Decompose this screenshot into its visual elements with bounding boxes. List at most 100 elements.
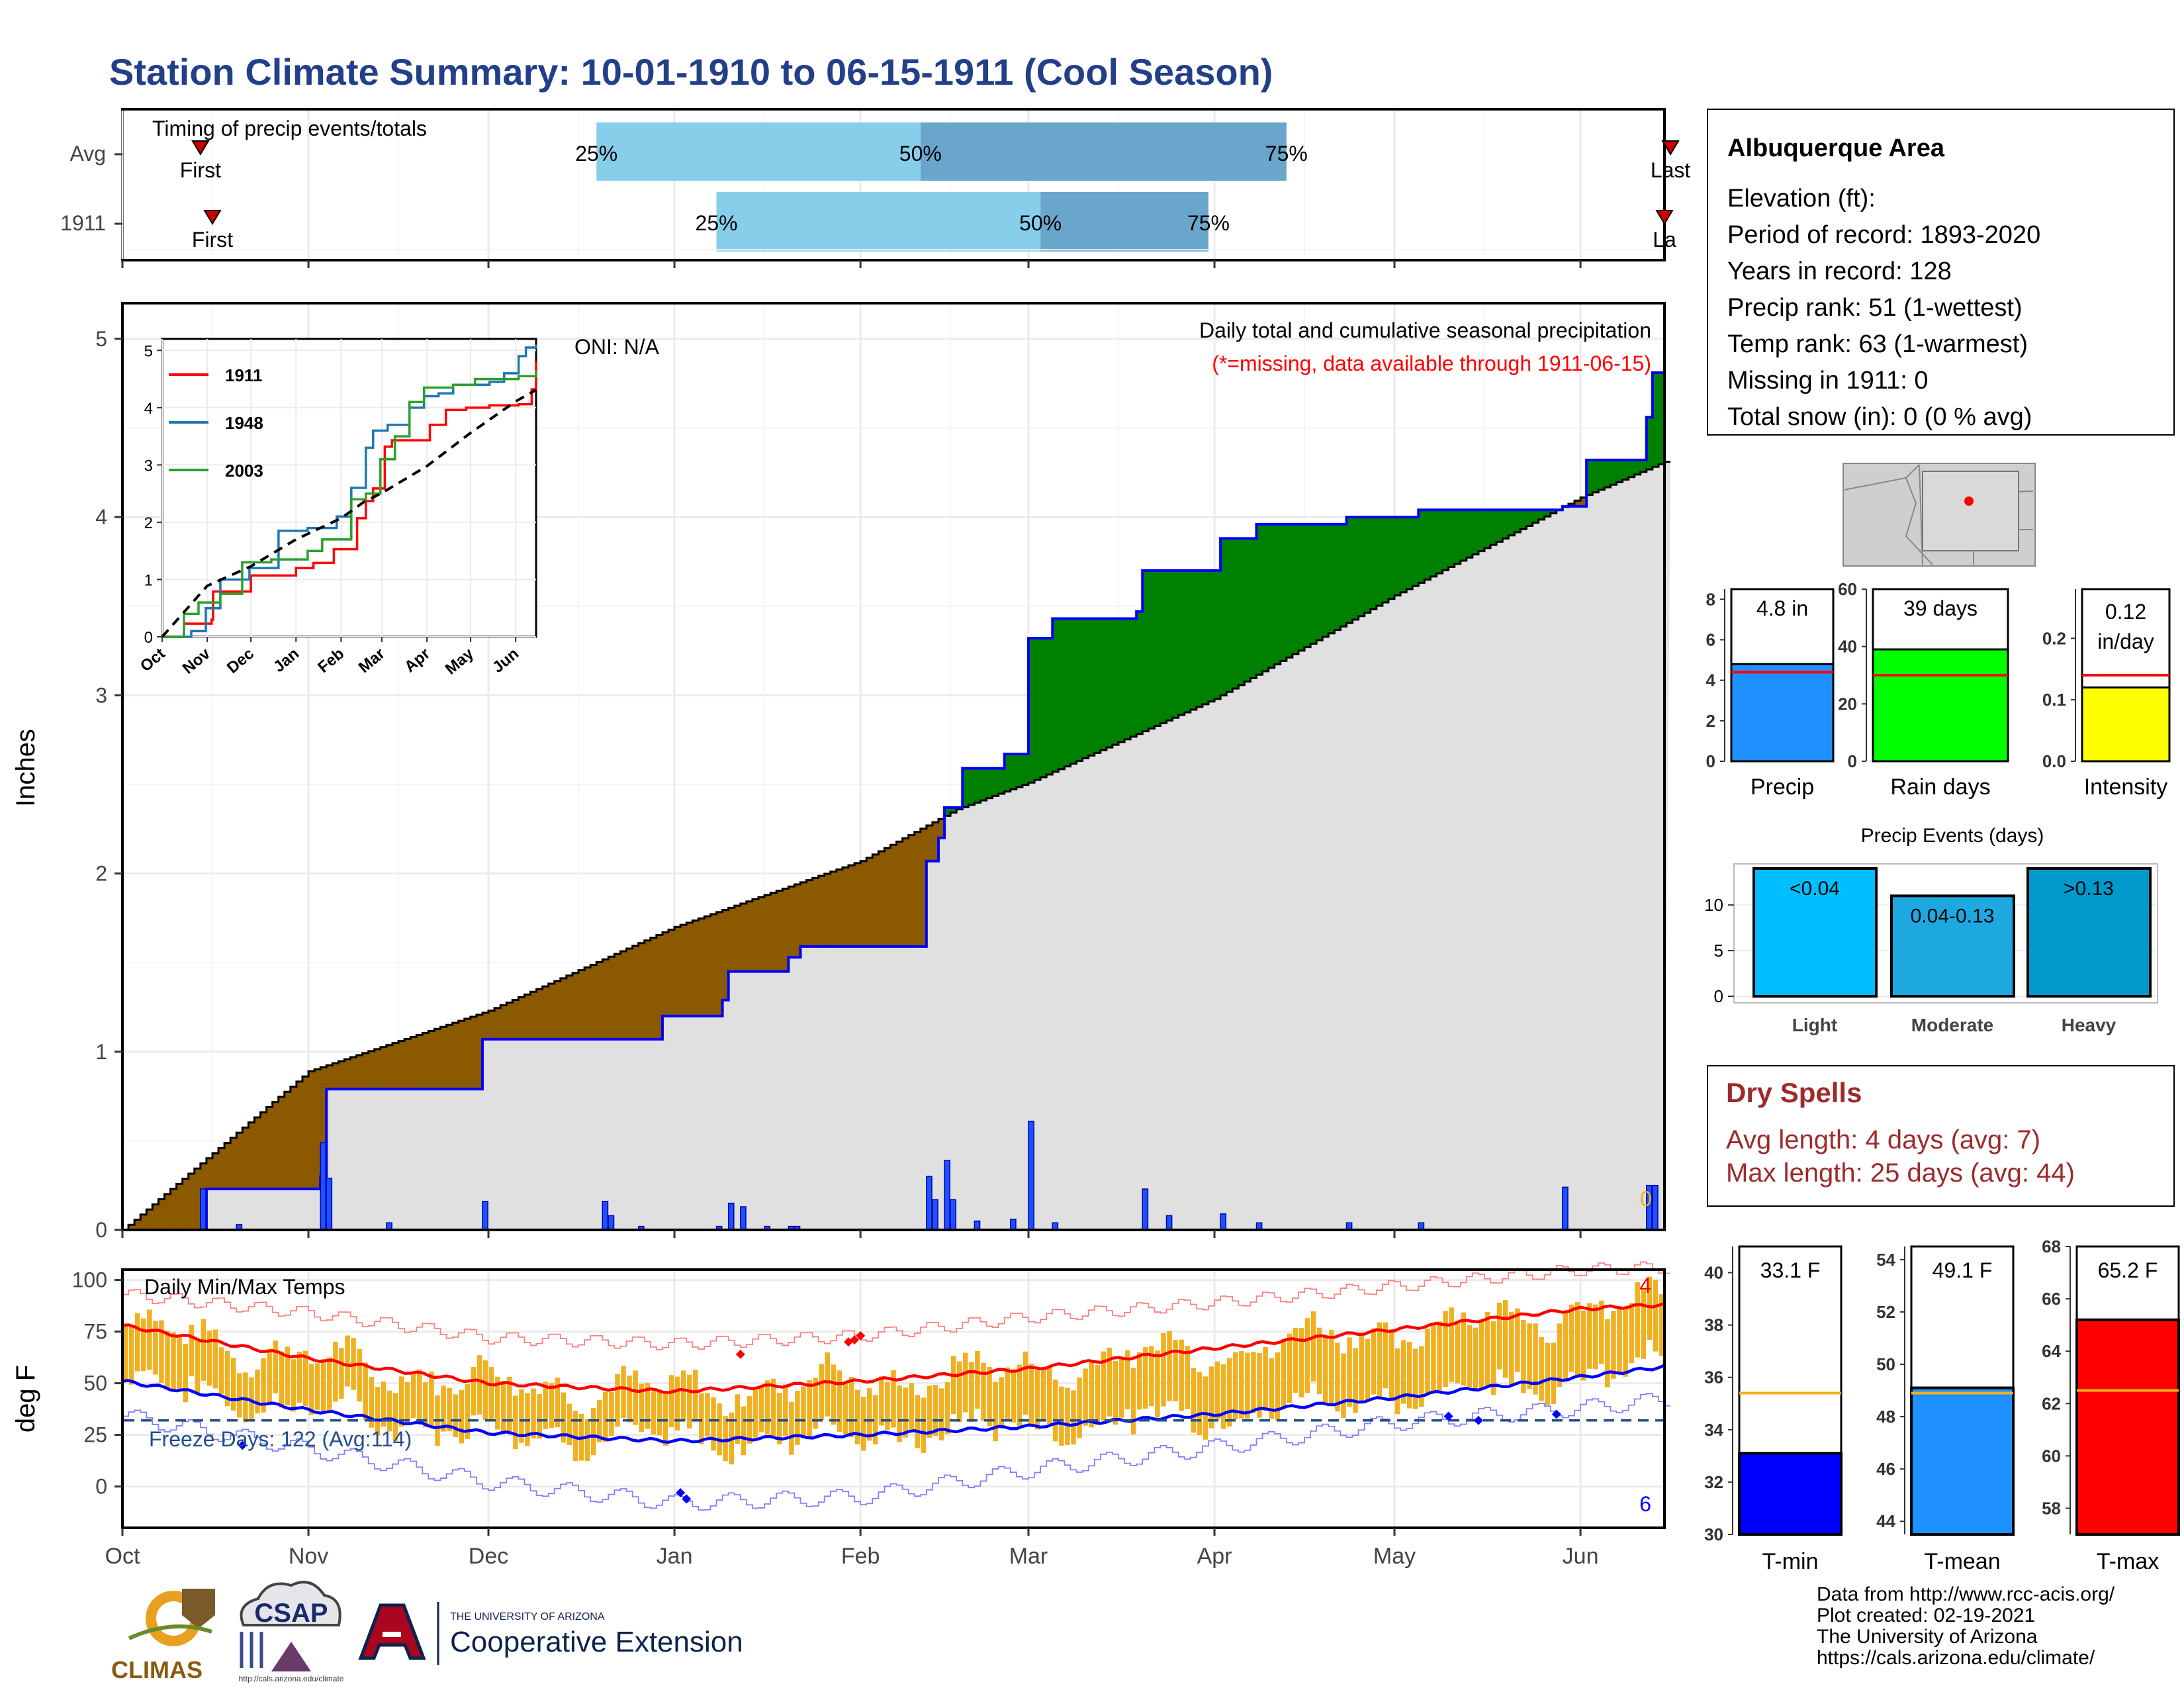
daily-temp-range-bar [1239,1351,1244,1419]
daily-temp-range-bar [1316,1327,1322,1394]
daily-temp-range-bar [813,1378,818,1429]
daily-temp-range-bar [651,1391,657,1435]
daily-temp-range-bar [201,1319,206,1381]
deficit-area [398,1041,405,1090]
daily-temp-range-bar [1586,1303,1592,1369]
ua-a-bar-shape [383,1632,401,1637]
daily-temp-range-bar [296,1351,302,1403]
info-period: Period of record: 1893-2020 [1727,221,2040,249]
surplus-area [1382,517,1389,602]
surplus-area [1184,570,1191,713]
daily-temp-range-bar [381,1381,387,1427]
deficit-area [746,901,753,972]
daily-temp-range-bar [345,1335,350,1387]
daily-precip-bar [926,1176,933,1231]
deficit-area [932,822,939,861]
daily-temp-range-bar [1509,1311,1514,1385]
surplus-area [1376,517,1383,606]
daily-temp-range-bar [1467,1325,1473,1387]
daily-temp-range-bar [531,1388,536,1439]
events-bar-range-label: >0.13 [2064,878,2114,900]
climas-arc-shape [128,1624,212,1640]
inset-legend: 1911 1948 2003 [169,365,263,481]
surplus-area [974,768,981,803]
surplus-area [1370,517,1377,610]
surplus-area [1328,524,1335,633]
map-highlight-state [1922,471,2019,551]
daily-temp-range-bar [1023,1351,1028,1415]
month-tick-label: May [1373,1544,1416,1569]
surplus-area [980,768,987,801]
daily-temp-range-bar [873,1395,878,1445]
daily-temp-range-bar [1269,1358,1274,1419]
daily-temp-range-bar [711,1397,716,1451]
daily-precip-bar [608,1215,615,1231]
surplus-area [1586,459,1593,495]
tmin-y-tick-label: 30 [1704,1524,1723,1544]
dry-spells-box: Dry Spells Avg length: 4 days (avg: 7) M… [1707,1065,2175,1207]
deficit-area [590,964,597,1039]
surplus-area [1298,524,1305,651]
events-y-tick-label: 5 [1714,941,1723,961]
daily-temp-range-bar [1083,1368,1088,1426]
deficit-area [380,1047,387,1090]
daily-temp-range-bar [1226,1358,1232,1427]
surplus-area [1238,538,1245,685]
temp-summary-bars: 30 32 34 36 38 40 33.1 F T-min 44 46 48 50 52 54 49.1 … [1704,1237,2180,1574]
tmax-y-tick-label: 66 [2042,1289,2061,1309]
daily-temp-range-bar [668,1375,674,1428]
timing-label: Timing of precip events/totals [152,117,427,140]
deficit-area [248,1122,255,1190]
daily-temp-range-bar [981,1362,986,1421]
tmin-y-tick-label: 36 [1704,1368,1723,1387]
surplus-area [1232,538,1239,689]
timing-last-label: La [1653,228,1676,252]
deficit-area [458,1021,465,1090]
surplus-area [1466,510,1473,558]
tmean-y-tick-label: 52 [1876,1302,1895,1322]
daily-temp-range-bar [1431,1323,1436,1391]
surplus-area [1652,373,1659,467]
deficit-area [512,1000,519,1039]
daily-temp-range-bar [165,1331,170,1389]
daily-temp-range-bar [1214,1361,1220,1420]
footer-url: https://cals.arizona.edu/climate/ [1817,1647,2095,1669]
deficit-area [356,1055,363,1090]
daily-temp-range-bar [1191,1368,1197,1433]
deficit-area [926,825,933,861]
daily-precip-bar [944,1160,950,1231]
info-years: Years in record: 128 [1727,258,1952,285]
daily-temp-range-bar [537,1394,542,1439]
daily-temp-range-bar [1580,1310,1586,1381]
surplus-area [1406,517,1413,589]
inset-y-tick-label: 2 [144,514,153,532]
daily-temp-range-bar [218,1347,224,1394]
events-y-tick-label: 0 [1714,986,1723,1006]
daily-temp-range-bar [1473,1327,1479,1392]
deficit-area [908,835,915,947]
daily-temp-range-bar [1136,1352,1142,1410]
surplus-area [1280,524,1287,661]
surplus-area [1004,754,1011,792]
surplus-area [1412,517,1419,586]
daily-temp-range-bar [357,1348,362,1402]
daily-temp-range-bar [302,1350,308,1407]
surplus-area [1040,638,1047,778]
deficit-area [524,994,531,1039]
record-low-count: 6 [1639,1492,1651,1516]
daily-temp-range-bar [212,1329,218,1389]
daily-temp-range-bar [842,1383,848,1434]
daily-temp-range-bar [915,1395,920,1448]
month-tick-label: Dec [469,1544,508,1569]
deficit-area [722,910,729,1000]
events-bar-moderate [1890,894,2015,998]
events-bar-heavy [2026,867,2152,998]
deficit-area [674,927,681,1016]
daily-temp-range-bar [1521,1319,1526,1393]
deficit-area [620,951,627,1039]
surplus-area [1136,611,1143,734]
surplus-area [1226,538,1233,692]
daily-temp-range-bar [1496,1302,1502,1370]
precip-value: 4.8 in [1756,596,1808,620]
daily-temp-range-bar [1298,1328,1304,1398]
